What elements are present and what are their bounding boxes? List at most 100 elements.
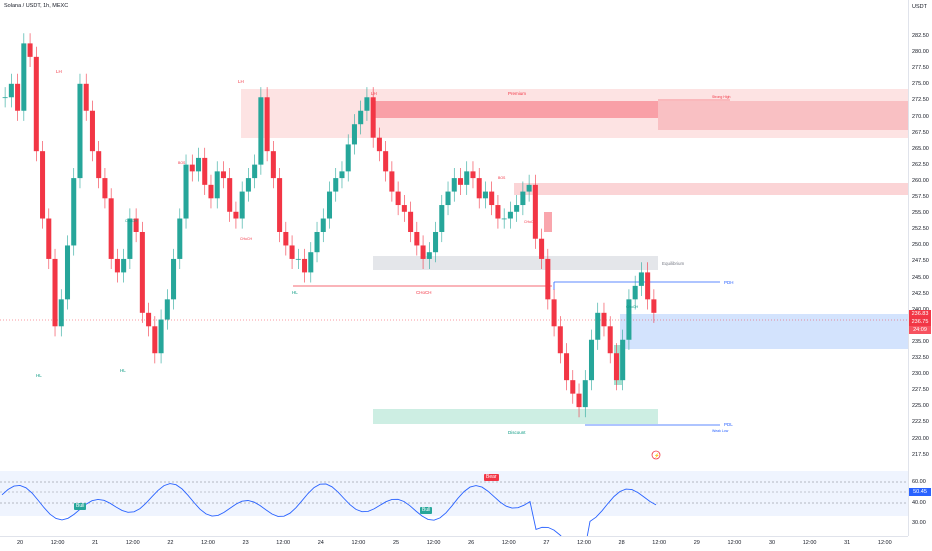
candle-body — [420, 245, 426, 259]
candle-body — [445, 191, 451, 206]
candle-body — [314, 231, 320, 253]
candle-body — [370, 97, 376, 138]
candle-body — [326, 191, 333, 219]
bear-flag: Bear — [484, 474, 499, 481]
candle-body — [258, 97, 264, 165]
candle-body — [376, 137, 382, 152]
candle-body — [83, 83, 89, 111]
time-tick: 30 — [768, 540, 776, 546]
candle-body — [64, 245, 71, 300]
candle-body — [289, 245, 295, 259]
candle-body — [71, 178, 77, 246]
candle-body — [414, 231, 420, 246]
label-discount: Discount — [508, 430, 526, 435]
candle-body — [96, 151, 102, 179]
bull-flag-1: Bull — [74, 503, 87, 510]
time-tick: 12:00 — [802, 540, 817, 546]
label-pdl: PDL — [724, 422, 733, 427]
bull-flag-2: Bull — [420, 507, 433, 514]
time-tick: 28 — [618, 540, 625, 546]
candle-body — [21, 43, 27, 111]
time-tick: 12:00 — [50, 540, 65, 546]
price-axis[interactable] — [908, 0, 932, 536]
candle-body — [451, 178, 457, 192]
candle-body — [8, 83, 14, 98]
candle-body — [295, 258, 301, 260]
candle-body — [208, 184, 214, 199]
candle-body — [177, 218, 183, 259]
price-chart[interactable]: LH LH LH HL HL HL Premium Strong High Eq… — [0, 0, 908, 465]
candle-body — [345, 144, 351, 172]
candle-body — [383, 151, 389, 172]
candle-body — [401, 205, 407, 212]
price-tick: 255.00 — [912, 210, 929, 217]
label-choch-main: CHoCH — [416, 290, 432, 295]
time-tick: 12:00 — [501, 540, 516, 546]
candle-body — [264, 97, 270, 152]
label-choch-b: CHoCH — [240, 237, 253, 241]
price-tick: 227.50 — [912, 387, 929, 394]
time-tick: 12:00 — [125, 540, 140, 546]
price-tick: 250.00 — [912, 242, 929, 249]
candle-body — [532, 184, 538, 239]
candle-body — [489, 191, 495, 206]
event-marker — [651, 450, 661, 460]
label-equilibrium: Equilibrium — [662, 261, 685, 266]
price-tick: 275.00 — [912, 81, 929, 88]
time-tick: 24 — [317, 540, 324, 546]
candle-body — [2, 97, 8, 99]
label-lh-2: LH — [238, 79, 244, 84]
candle-body — [139, 231, 145, 313]
candle-body — [183, 164, 189, 219]
price-tick: 242.50 — [912, 290, 929, 297]
label-lh-1: LH — [56, 69, 62, 74]
rsi-panel[interactable] — [0, 468, 908, 536]
candle-body — [40, 151, 46, 219]
candle-body — [601, 312, 607, 327]
candle-body — [114, 258, 120, 273]
price-tick: 222.50 — [912, 419, 929, 426]
candle-body — [127, 218, 133, 259]
time-tick: 27 — [543, 540, 550, 546]
candle-body — [557, 326, 563, 354]
time-axis[interactable] — [0, 536, 908, 551]
label-pdh: PDH — [724, 280, 734, 285]
candle-body — [501, 218, 507, 220]
price-tick: 260.00 — [912, 177, 929, 184]
candle-body — [58, 299, 64, 327]
price-tick: 257.50 — [912, 194, 929, 200]
candle-body — [33, 56, 39, 152]
label-hl-2: HL — [120, 368, 126, 373]
last-price-timer: 24:09 — [909, 326, 931, 334]
price-tick: 277.50 — [912, 65, 929, 72]
price-tick: 270.00 — [912, 113, 929, 120]
candle-body — [595, 312, 601, 340]
candle-body — [158, 319, 164, 354]
label-choch-d: CHoCH — [626, 305, 639, 309]
price-tick: 232.50 — [912, 355, 929, 361]
candle-body — [214, 171, 220, 199]
candle-body — [133, 218, 139, 232]
time-tick: 12:00 — [426, 540, 441, 546]
candle-body — [389, 171, 395, 192]
candle-body — [351, 124, 357, 145]
price-tick: 247.50 — [912, 258, 929, 265]
label-hl-3: HL — [292, 290, 298, 295]
premium-ob — [373, 101, 658, 118]
label-bos-a: BOS — [178, 161, 186, 165]
candle-body — [46, 218, 52, 259]
candle-body — [408, 211, 414, 232]
candle-body — [121, 258, 127, 273]
candle-body — [564, 353, 570, 381]
candle-body — [27, 43, 33, 57]
candle-body — [227, 178, 233, 212]
label-choch-c: CHoCH — [524, 220, 537, 224]
time-tick: 12:00 — [877, 540, 892, 546]
candle-body — [195, 157, 202, 172]
price-tick: 245.00 — [912, 274, 929, 281]
fvg-blue-zone — [620, 314, 908, 349]
supply-zone — [514, 183, 908, 195]
candle-body — [457, 178, 464, 185]
premium-ob-ext — [658, 101, 908, 130]
price-tick: 267.50 — [912, 129, 929, 136]
